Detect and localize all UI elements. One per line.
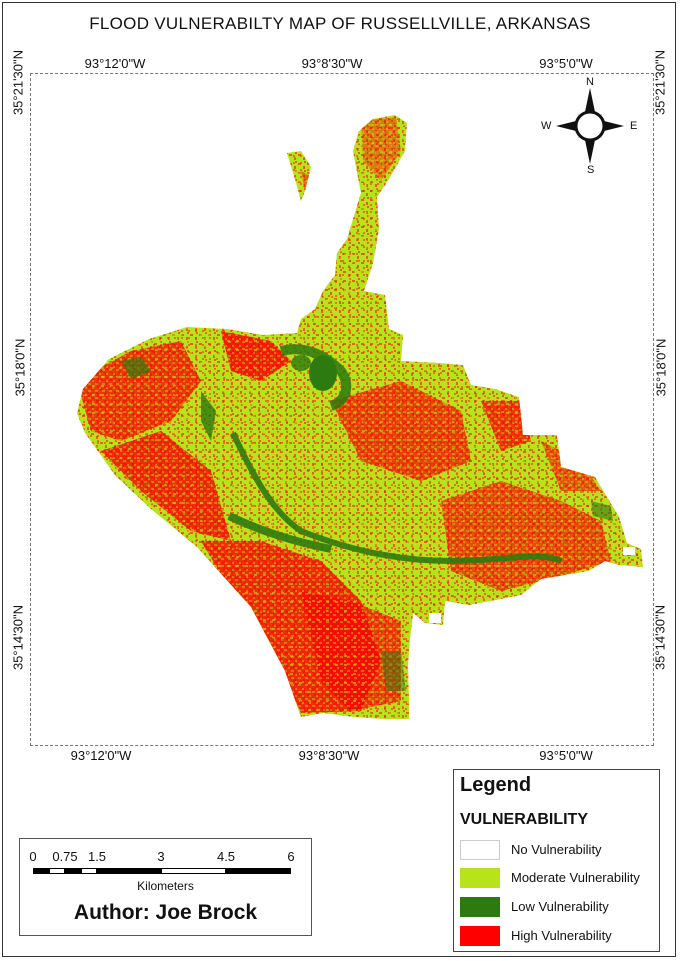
- compass-west-label: W: [541, 120, 552, 132]
- scale-segment: [226, 868, 291, 874]
- map-frame[interactable]: [30, 73, 654, 746]
- legend-label: Low Vulnerability: [511, 899, 609, 914]
- legend-swatch-dark-green: [460, 897, 500, 917]
- legend-subtitle: VULNERABILITY: [460, 811, 588, 828]
- scale-segment: [81, 868, 97, 874]
- scale-segment: [65, 868, 81, 874]
- scale-tick-3: 3: [157, 849, 165, 864]
- legend-label: Moderate Vulnerability: [511, 870, 640, 885]
- legend-item-high-vulnerability: High Vulnerability: [460, 926, 658, 946]
- legend-item-low-vulnerability: Low Vulnerability: [460, 897, 658, 917]
- vulnerability-raster: [77, 115, 643, 719]
- coord-right-1: 35°21'30"N: [652, 49, 668, 116]
- scale-segment: [33, 868, 49, 874]
- scale-tick-6: 6: [287, 849, 295, 864]
- compass-north-label: N: [586, 76, 594, 88]
- legend: Legend VULNERABILITY No Vulnerability Mo…: [453, 769, 660, 952]
- coord-left-2: 35°18'0"N: [12, 338, 28, 397]
- scale-segment: [161, 868, 226, 874]
- coord-right-3: 35°14'30"N: [652, 604, 668, 671]
- coord-left-3: 35°14'30"N: [10, 604, 26, 671]
- flood-map[interactable]: [31, 74, 654, 746]
- scale-tick-0-75: 0.75: [52, 849, 78, 864]
- legend-item-no-vulnerability: No Vulnerability: [460, 840, 658, 860]
- legend-item-moderate-vulnerability: Moderate Vulnerability: [460, 868, 658, 888]
- legend-title: Legend: [460, 774, 532, 796]
- coord-top-1: 93°12'0"W: [84, 56, 146, 71]
- coord-top-3: 93°5'0"W: [539, 56, 593, 71]
- scale-tick-0: 0: [29, 849, 37, 864]
- scale-segment: [97, 868, 161, 874]
- coord-left-1: 35°21'30"N: [10, 49, 26, 116]
- map-title: FLOOD VULNERABILTY MAP OF RUSSELLVILLE, …: [89, 14, 591, 33]
- coord-right-2: 35°18'0"N: [653, 338, 669, 397]
- legend-label: No Vulnerability: [511, 842, 602, 857]
- scale-tick-1-5: 1.5: [87, 849, 107, 864]
- scale-bar-panel: 0 0.75 1.5 3 4.5 6 Kilometers Author: Jo…: [19, 838, 312, 936]
- coord-bottom-2: 93°8'30"W: [298, 748, 360, 763]
- scale-segment: [49, 868, 65, 874]
- coord-bottom-3: 93°5'0"W: [539, 748, 593, 763]
- compass-east-label: E: [630, 120, 638, 132]
- author-credit: Author: Joe Brock: [73, 901, 258, 924]
- compass-south-label: S: [587, 164, 595, 176]
- compass-rose-icon: [556, 88, 624, 164]
- coord-top-2: 93°8'30"W: [301, 56, 363, 71]
- scale-tick-4-5: 4.5: [216, 849, 236, 864]
- scale-units: Kilometers: [137, 879, 194, 893]
- legend-swatch-red: [460, 926, 500, 946]
- north-arrow: N S W E: [538, 74, 642, 178]
- legend-swatch-white: [460, 840, 500, 860]
- legend-label: High Vulnerability: [511, 928, 612, 943]
- coord-bottom-1: 93°12'0"W: [70, 748, 132, 763]
- legend-swatch-yellow-green: [460, 868, 500, 888]
